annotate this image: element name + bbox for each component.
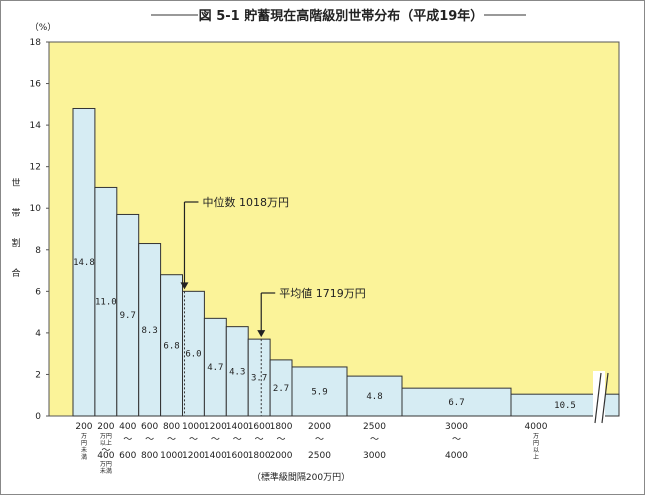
x-tick-label-top: 2500 (363, 422, 386, 432)
bar (401, 387, 512, 417)
x-tick-label-top: 1200 (204, 422, 227, 432)
x-tick-label-top: 600 (141, 422, 158, 432)
x-tick-subtext: 未満 (100, 467, 112, 475)
bar-value-label: 6.8 (163, 341, 179, 351)
x-tick-label-top: 200 (75, 422, 92, 432)
x-range-mark: 〜 (211, 435, 220, 445)
median-arrow-head (180, 282, 189, 290)
x-tick-label-top: 800 (163, 422, 180, 432)
chart-title: 図 5-1 貯蓄現在高階級別世帯分布（平成19年） (199, 8, 484, 24)
x-range-mark: 〜 (315, 435, 324, 445)
median-annotation: 中位数 1018万円 (202, 195, 289, 209)
bar-value-label: 4.3 (229, 367, 245, 377)
bar-value-label: 4.8 (366, 392, 382, 402)
y-tick-label: 18 (30, 38, 42, 48)
x-range-mark: 〜 (233, 435, 242, 445)
bar-value-label: 14.8 (73, 258, 95, 268)
x-tick-label-bottom: 1600 (226, 451, 249, 461)
x-range-mark: 〜 (370, 435, 379, 445)
x-tick-label-top: 1400 (226, 422, 249, 432)
y-tick-label: 4 (35, 329, 41, 339)
y-axis-label-char: 合 (11, 267, 20, 279)
y-axis-label-char: 世 (11, 177, 20, 189)
x-range-mark: 〜 (101, 446, 110, 456)
x-tick-label-top: 1600 (248, 422, 271, 432)
axis-break-mark (601, 372, 609, 424)
x-tick-subtext: 万 (533, 433, 539, 440)
bar-value-label: 6.7 (448, 398, 464, 408)
y-tick-label: 16 (30, 80, 42, 90)
bar-value-label: 11.0 (95, 298, 117, 308)
bar-value-label: 3.7 (251, 374, 267, 384)
x-tick-subtext: 万 (81, 433, 87, 440)
x-tick-label-bottom: 2000 (270, 451, 293, 461)
x-tick-label-top: 2000 (308, 422, 331, 432)
x-tick-label-top: 1800 (270, 422, 293, 432)
x-tick-label-bottom: 1400 (204, 451, 227, 461)
x-range-mark: 〜 (167, 435, 176, 445)
axis-break-gap (593, 371, 605, 421)
bars-group (72, 107, 620, 417)
x-tick-label-bottom: 3000 (363, 451, 386, 461)
y-tick-label: 0 (35, 412, 41, 422)
x-tick-label-bottom: 600 (119, 451, 136, 461)
x-range-mark: 〜 (255, 435, 264, 445)
bar-value-label: 4.7 (207, 363, 223, 373)
x-tick-label-top: 200 (97, 422, 114, 432)
bar-value-label: 6.0 (185, 350, 201, 360)
x-tick-subtext: 万円 (100, 433, 112, 440)
y-tick-label: 8 (35, 246, 41, 256)
x-range-mark: 〜 (145, 435, 154, 445)
x-tick-subtext: 以 (533, 447, 539, 454)
x-tick-subtext: 万円 (100, 461, 112, 468)
y-tick-label: 6 (35, 287, 41, 297)
x-tick-label-bottom: 1200 (182, 451, 205, 461)
x-tick-subtext: 上 (533, 453, 539, 461)
bar-value-label: 2.7 (273, 384, 289, 394)
x-tick-label-top: 3000 (445, 422, 468, 432)
x-tick-label-bottom: 2500 (308, 451, 331, 461)
x-tick-label-bottom: 1800 (248, 451, 271, 461)
y-axis-label-char: 帯 (11, 207, 20, 219)
bar-value-label: 5.9 (311, 387, 327, 397)
bar (291, 366, 348, 417)
x-tick-label-top: 4000 (525, 422, 548, 432)
bar-value-label: 10.5 (554, 401, 576, 411)
x-tick-subtext: 円 (81, 440, 87, 447)
y-tick-label: 14 (30, 121, 42, 131)
mean-arrow-head (257, 330, 266, 338)
x-tick-subtext: 円 (533, 440, 539, 447)
y-axis-unit: （%） (30, 22, 57, 33)
bar-value-label: 8.3 (142, 326, 158, 336)
x-tick-label-bottom: 4000 (445, 451, 468, 461)
bar (346, 375, 403, 417)
x-range-mark: 〜 (452, 435, 461, 445)
y-axis-label-char: 割 (11, 237, 20, 249)
x-range-mark: 〜 (189, 435, 198, 445)
x-range-mark: 〜 (277, 435, 286, 445)
mean-annotation: 平均値 1719万円 (279, 287, 366, 300)
y-tick-label: 2 (35, 370, 41, 380)
x-axis-note: （標準級間隔200万円） (252, 471, 350, 483)
x-tick-subtext: 未 (81, 446, 87, 454)
x-tick-label-top: 400 (119, 422, 136, 432)
axis-break-mark (594, 372, 602, 424)
x-range-mark: 〜 (123, 435, 132, 445)
x-tick-subtext: 満 (81, 453, 87, 461)
y-tick-label: 10 (30, 204, 42, 214)
x-tick-subtext: 以上 (100, 439, 112, 447)
plot-area (48, 41, 620, 417)
x-tick-label-bottom: 800 (141, 451, 158, 461)
bar-value-label: 9.7 (120, 311, 136, 321)
x-tick-label-bottom: 400 (97, 451, 114, 461)
bar (510, 393, 620, 417)
x-tick-label-top: 1000 (182, 422, 205, 432)
x-tick-label-bottom: 1000 (160, 451, 183, 461)
y-tick-label: 12 (30, 163, 41, 173)
